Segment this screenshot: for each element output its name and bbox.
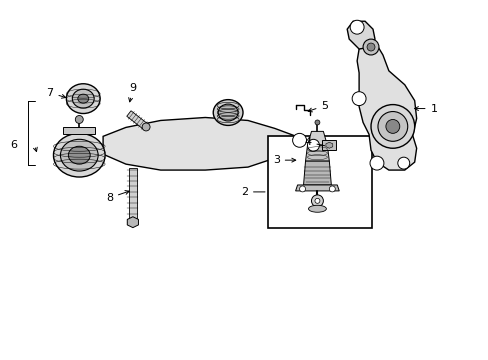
Text: 7: 7 [46,88,65,98]
Polygon shape [322,140,336,150]
Circle shape [299,186,305,192]
Circle shape [385,120,399,133]
Circle shape [314,120,319,125]
Polygon shape [303,161,331,185]
Circle shape [370,105,414,148]
Circle shape [362,39,378,55]
Bar [267,136,371,228]
Circle shape [328,186,335,192]
Circle shape [75,116,83,123]
Circle shape [366,43,374,51]
Ellipse shape [68,146,90,164]
Polygon shape [129,168,136,222]
Polygon shape [295,185,339,191]
Circle shape [292,133,306,147]
Ellipse shape [218,104,238,121]
Circle shape [377,112,407,141]
Circle shape [351,92,366,105]
Text: 3: 3 [272,155,295,165]
Polygon shape [325,142,332,148]
Circle shape [349,20,364,34]
Text: 9: 9 [128,83,136,102]
Circle shape [314,198,319,203]
Ellipse shape [66,84,100,113]
Text: 4: 4 [304,137,324,147]
Polygon shape [126,111,148,130]
Polygon shape [356,43,416,170]
Ellipse shape [53,133,105,177]
Polygon shape [63,127,95,134]
Text: 5: 5 [307,100,328,112]
Polygon shape [305,145,328,161]
Ellipse shape [72,89,94,108]
Ellipse shape [308,205,325,212]
Ellipse shape [128,221,138,225]
Text: 6: 6 [10,140,17,150]
Circle shape [311,195,323,207]
Ellipse shape [78,94,88,103]
Circle shape [307,139,319,151]
Circle shape [142,123,150,131]
Text: 8: 8 [106,190,129,203]
Polygon shape [103,117,317,170]
Circle shape [369,156,383,170]
Ellipse shape [61,139,98,171]
Circle shape [397,157,409,169]
Polygon shape [307,131,326,145]
Text: 2: 2 [241,187,264,197]
Ellipse shape [213,100,243,125]
Polygon shape [346,21,374,49]
Text: 1: 1 [414,104,437,113]
Polygon shape [127,217,138,228]
